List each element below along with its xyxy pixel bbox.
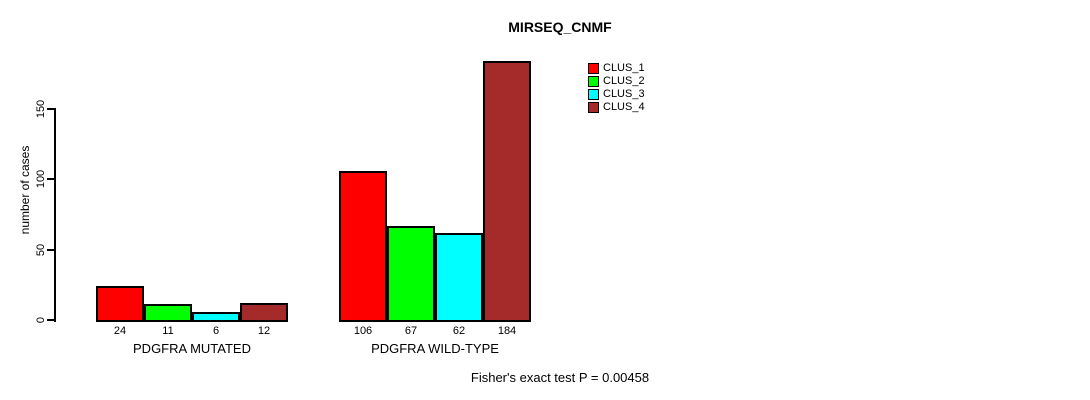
- legend-swatch: [588, 63, 599, 74]
- bar-clus_1-group1: [96, 286, 144, 322]
- bar-clus_2-group1: [144, 304, 192, 322]
- bar-value-label: 6: [212, 325, 220, 337]
- bar-clus_3-group2: [435, 232, 483, 322]
- legend-label: CLUS_4: [603, 101, 645, 113]
- y-axis-tick-label: 150: [35, 99, 47, 118]
- chart-title: MIRSEQ_CNMF: [508, 19, 612, 35]
- category-label: PDGFRA WILD-TYPE: [371, 341, 499, 356]
- y-axis-tick: [47, 107, 55, 110]
- y-axis-line: [54, 108, 56, 322]
- bar-clus_4-group2: [483, 60, 531, 322]
- legend-label: CLUS_2: [603, 75, 645, 87]
- legend-label: CLUS_1: [603, 62, 645, 74]
- bar-value-label: 24: [113, 325, 127, 337]
- legend-swatch: [588, 102, 599, 113]
- y-axis-tick-label: 50: [35, 243, 47, 256]
- bar-value-label: 12: [257, 325, 271, 337]
- y-axis-tick: [47, 319, 55, 321]
- bar-clus_1-group2: [339, 170, 387, 322]
- bar-value-label: 106: [353, 325, 373, 337]
- bar-clus_2-group2: [387, 225, 435, 322]
- bar-value-label: 184: [497, 325, 517, 337]
- bar-value-label: 62: [452, 325, 466, 337]
- annotation-text: Fisher's exact test P = 0.00458: [470, 370, 650, 385]
- y-axis-label: number of cases: [18, 145, 32, 235]
- bar-value-label: 11: [162, 325, 174, 337]
- legend-item-clus_3: CLUS_3: [588, 88, 645, 101]
- bar-clus_3-group1: [192, 311, 240, 322]
- legend-swatch: [588, 76, 599, 87]
- y-axis-tick-label: 0: [35, 316, 47, 324]
- bar-value-label: 67: [404, 325, 418, 337]
- category-label: PDGFRA MUTATED: [133, 341, 251, 356]
- legend-item-clus_2: CLUS_2: [588, 75, 645, 88]
- legend-item-clus_4: CLUS_4: [588, 101, 645, 114]
- legend-item-clus_1: CLUS_1: [588, 62, 645, 75]
- legend-swatch: [588, 89, 599, 100]
- bar-clus_4-group1: [240, 303, 288, 322]
- legend-label: CLUS_3: [603, 88, 645, 100]
- y-axis-tick: [47, 248, 55, 251]
- y-axis-tick: [47, 178, 55, 180]
- y-axis-tick-label: 100: [35, 169, 47, 189]
